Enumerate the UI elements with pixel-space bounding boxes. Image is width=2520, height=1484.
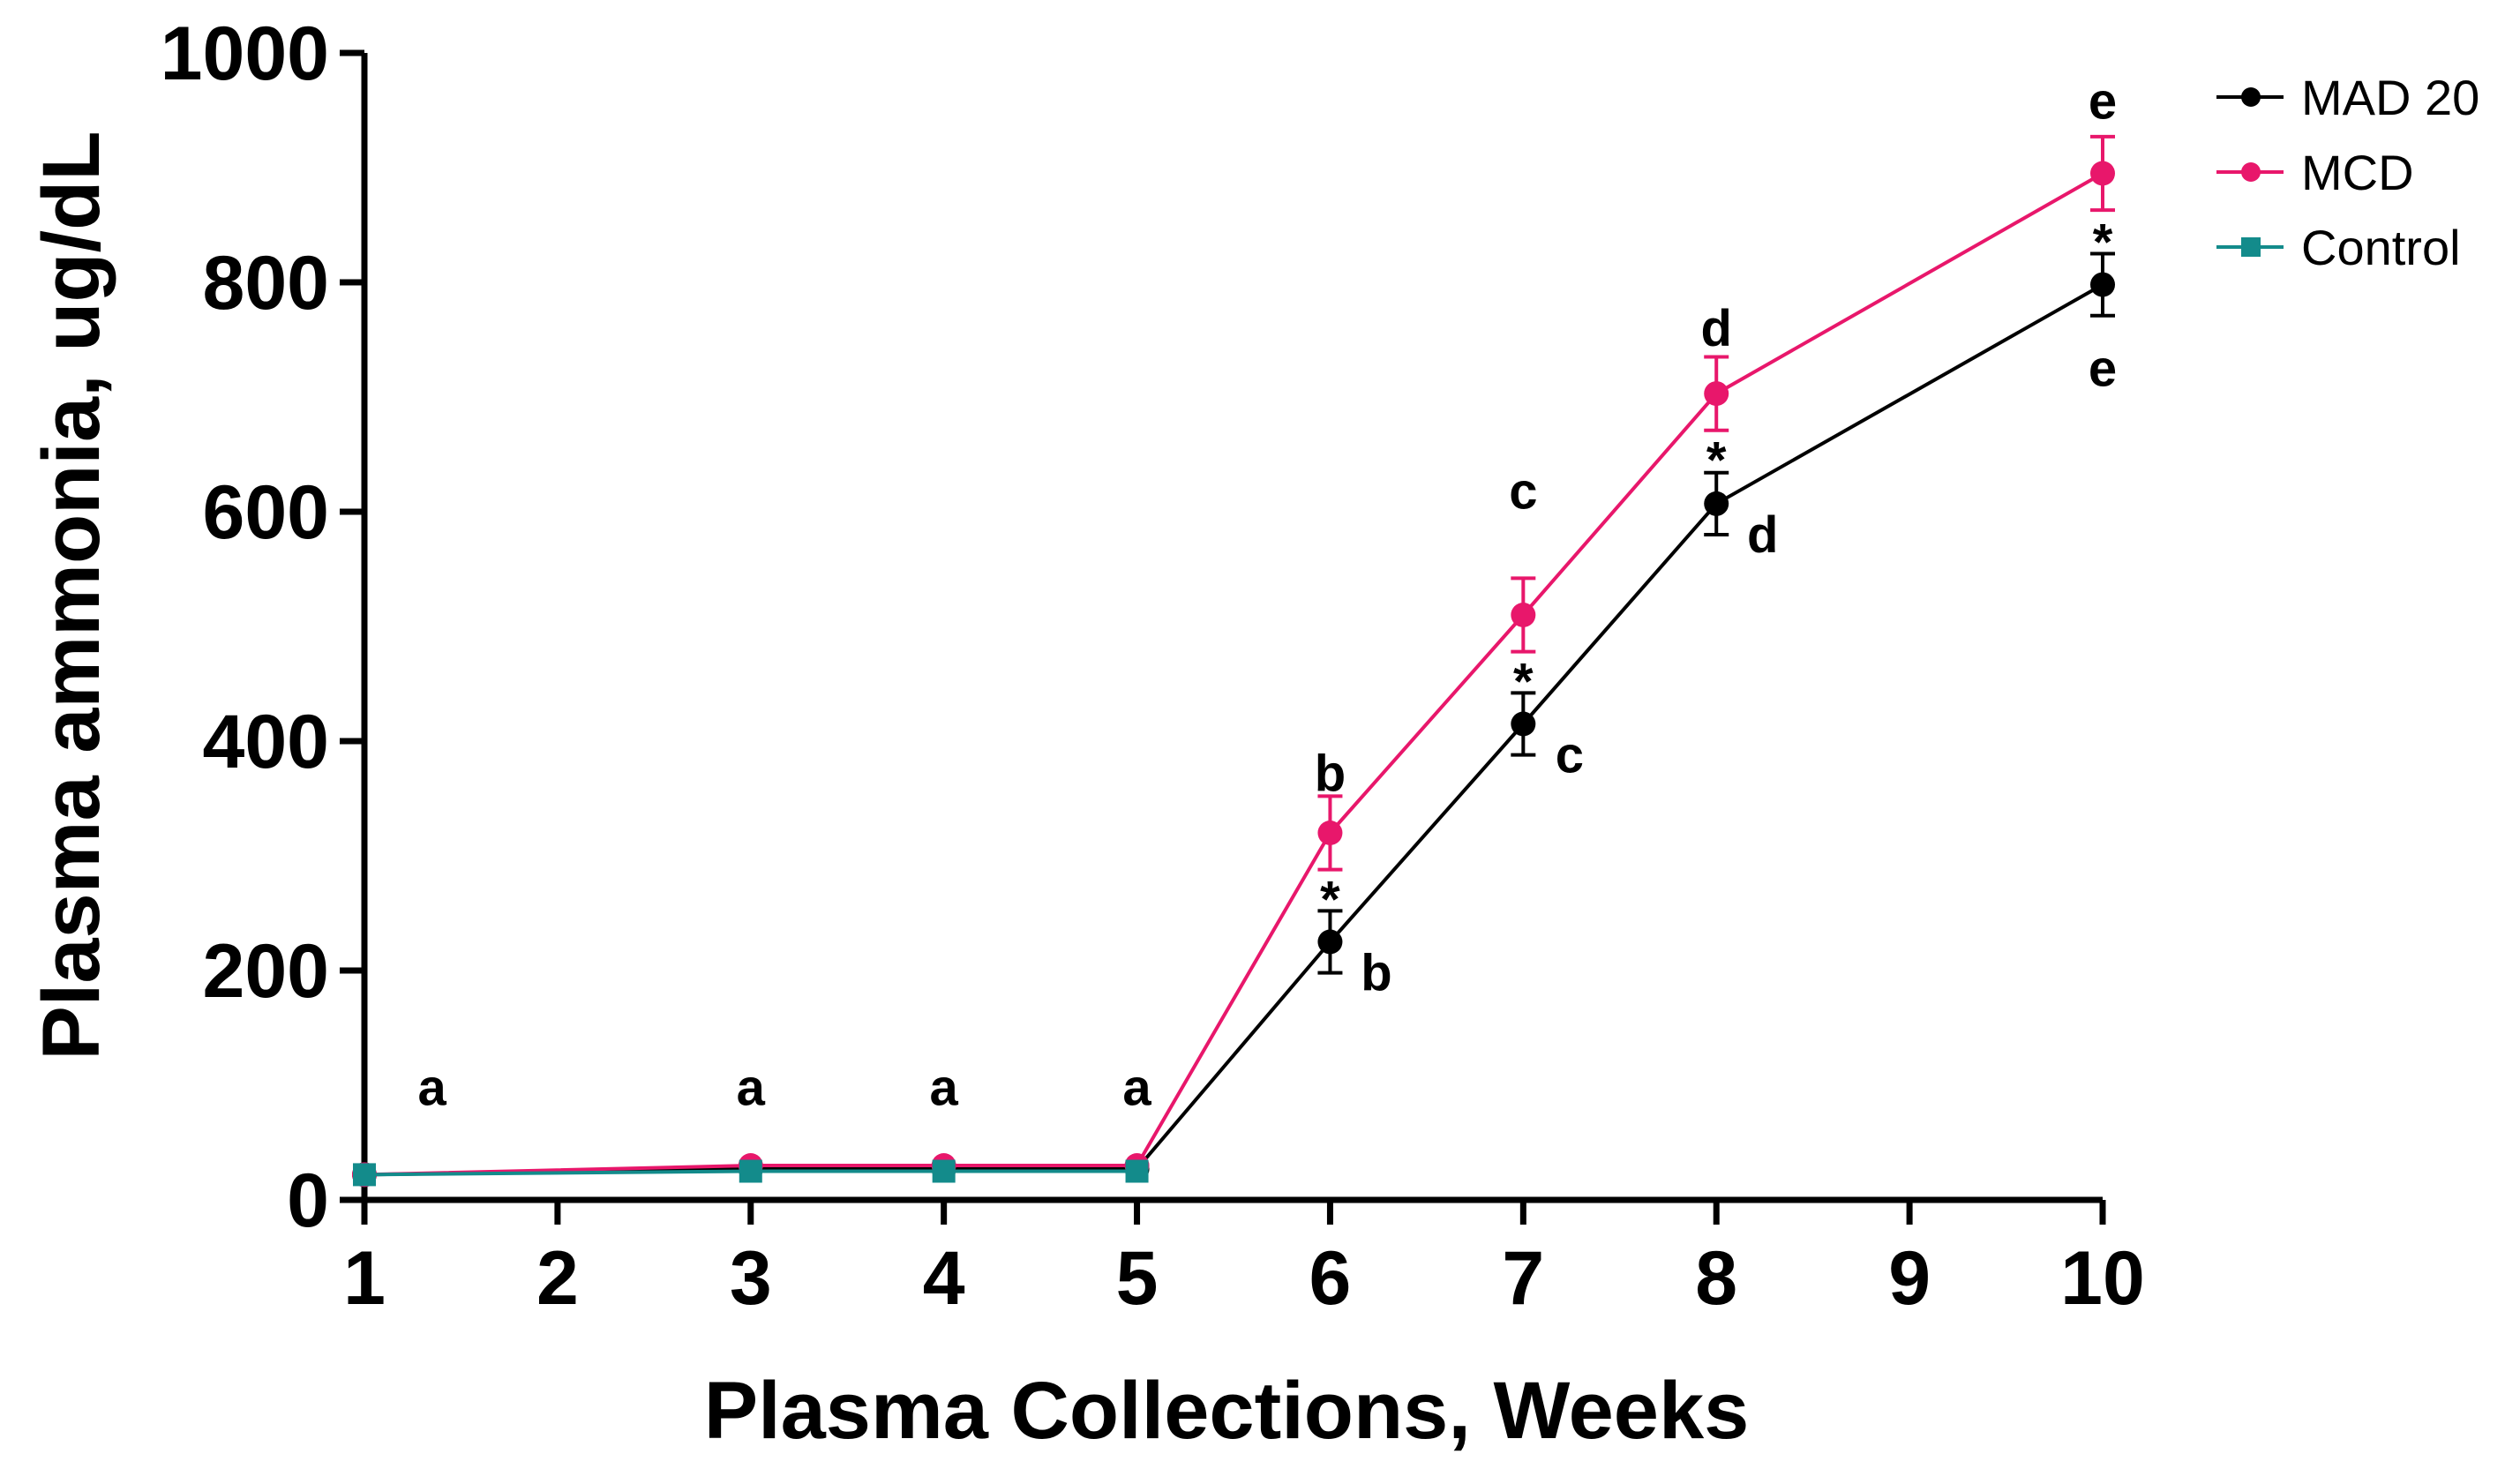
annotation-label: e xyxy=(2089,341,2117,398)
data-point xyxy=(932,1159,956,1183)
annotation-label: a xyxy=(1122,1060,1151,1117)
annotation-label: c xyxy=(1556,727,1584,784)
series-line xyxy=(364,171,2104,1177)
x-tick-label: 2 xyxy=(536,1236,579,1321)
legend-marker xyxy=(2241,87,2261,107)
legend-label: MCD xyxy=(2301,145,2414,200)
annotation-label: * xyxy=(1320,871,1340,928)
legend-item: Control xyxy=(2216,220,2461,275)
data-point xyxy=(1317,929,1343,955)
annotation-label: e xyxy=(2089,73,2117,131)
annotation-label: a xyxy=(417,1060,446,1117)
data-point xyxy=(1317,821,1343,845)
legend-marker xyxy=(2241,237,2261,257)
y-tick-label: 200 xyxy=(203,929,330,1014)
legend-item: MAD 20 xyxy=(2216,70,2479,125)
x-tick-label: 3 xyxy=(730,1236,772,1321)
annotation-layer: a a a a b * b c * c d * d e * e xyxy=(417,73,2117,1117)
y-tick-label: 800 xyxy=(203,241,330,326)
y-tick-label: 0 xyxy=(287,1158,329,1243)
legend-marker xyxy=(2241,162,2261,182)
series-layer xyxy=(352,134,2115,1188)
x-axis-title: Plasma Collections, Weeks xyxy=(704,1366,1750,1456)
annotation-label: d xyxy=(1747,506,1778,564)
annotation-label: c xyxy=(1509,463,1537,521)
series-control xyxy=(353,1159,1149,1187)
series-mcd xyxy=(352,134,2115,1188)
x-tick-label: 5 xyxy=(1116,1236,1159,1321)
data-point xyxy=(739,1159,762,1183)
series-mad-20 xyxy=(352,251,2115,1188)
annotation-label: * xyxy=(2093,214,2113,272)
annotation-label: * xyxy=(1706,432,1727,490)
data-point xyxy=(1125,1159,1149,1183)
legend: MAD 20 MCD Control xyxy=(2216,70,2479,275)
data-point xyxy=(2090,161,2115,186)
annotation-label: b xyxy=(1361,945,1391,1002)
annotation-label: * xyxy=(1513,653,1534,710)
data-point xyxy=(1704,491,1729,516)
x-tick-label: 6 xyxy=(1309,1236,1352,1321)
series-line xyxy=(364,282,2104,1177)
annotation-label: a xyxy=(930,1060,959,1117)
data-point xyxy=(1511,603,1536,627)
legend-label: Control xyxy=(2301,220,2461,275)
x-tick-label: 1 xyxy=(343,1236,386,1321)
data-point xyxy=(1704,381,1729,407)
legend-item: MCD xyxy=(2216,145,2414,200)
x-tick-label: 10 xyxy=(2060,1236,2145,1321)
legend-label: MAD 20 xyxy=(2301,70,2479,125)
series-line xyxy=(364,1169,1137,1177)
data-point xyxy=(353,1163,376,1187)
x-tick-label: 8 xyxy=(1695,1236,1737,1321)
x-tick-label: 7 xyxy=(1502,1236,1544,1321)
data-point xyxy=(1511,711,1536,737)
y-axis-title: Plasma ammonia, ug/dL xyxy=(26,131,116,1060)
annotation-label: a xyxy=(737,1060,766,1117)
data-point xyxy=(2090,272,2115,297)
y-tick-label: 400 xyxy=(203,700,330,784)
axes: 0 200 400 600 800 1000 1 2 3 4 5 6 7 8 9 10 xyxy=(161,11,2145,1321)
annotation-label: d xyxy=(1701,300,1732,357)
y-tick-label: 1000 xyxy=(161,11,329,96)
x-tick-label: 4 xyxy=(923,1236,965,1321)
x-tick-label: 9 xyxy=(1888,1236,1931,1321)
annotation-label: b xyxy=(1315,745,1346,802)
y-tick-label: 600 xyxy=(203,470,330,555)
